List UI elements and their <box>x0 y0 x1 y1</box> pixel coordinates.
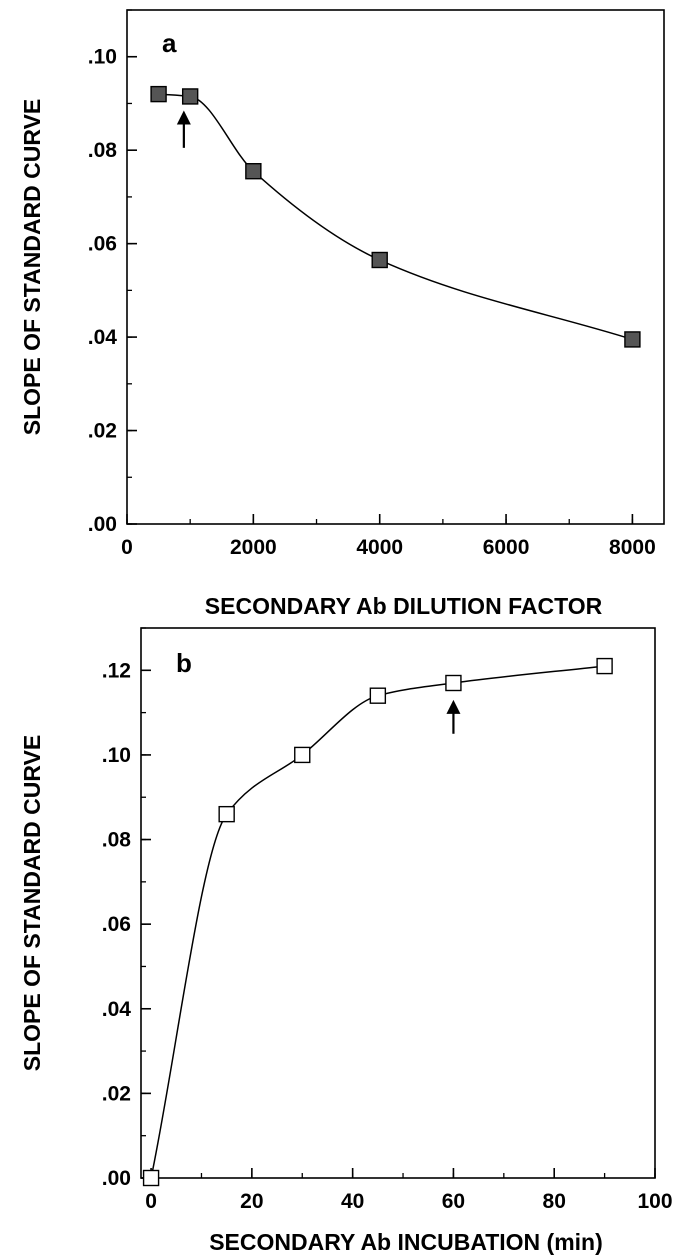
x-tick-label: 100 <box>637 1190 672 1213</box>
y-tick-label: .06 <box>88 233 117 256</box>
data-point <box>294 746 311 764</box>
x-tick-label: 40 <box>341 1190 364 1213</box>
y-tick-label: .10 <box>88 46 117 69</box>
x-tick-label: 4000 <box>356 536 403 559</box>
y-axis-title: SLOPE OF STANDARD CURVE <box>19 99 45 436</box>
data-point <box>624 331 641 348</box>
x-tick-label: 20 <box>240 1190 263 1213</box>
y-tick-label: .10 <box>102 744 131 767</box>
x-tick-label: 80 <box>543 1190 566 1213</box>
y-tick-label: .02 <box>88 420 117 443</box>
x-tick-label: 0 <box>145 1190 157 1213</box>
data-point <box>142 1169 160 1187</box>
data-point <box>218 805 235 823</box>
y-tick-label: .06 <box>102 913 131 936</box>
data-point <box>245 163 262 180</box>
y-tick-label: .08 <box>88 139 118 162</box>
x-axis-title: SECONDARY Ab DILUTION FACTOR <box>205 593 603 619</box>
series-line <box>150 665 605 1179</box>
x-tick-label: 6000 <box>483 536 530 559</box>
data-point <box>371 251 388 269</box>
series-line <box>158 93 633 341</box>
data-point <box>181 88 199 105</box>
y-tick-label: .02 <box>102 1082 131 1105</box>
panel-letter: b <box>176 648 192 678</box>
y-tick-label: .00 <box>88 513 117 536</box>
x-tick-label: 8000 <box>609 536 656 559</box>
x-axis-title: SECONDARY Ab INCUBATION (min) <box>209 1229 603 1255</box>
chart-panel-b: 0 20 40 60 80 100 .00 .02 .04 .06 .08 .10 .12 SECONDA… <box>19 627 673 1255</box>
x-tick-label: 0 <box>121 536 133 559</box>
y-tick-label: .04 <box>102 998 132 1021</box>
data-point <box>445 674 462 692</box>
x-tick-label: 60 <box>442 1190 465 1213</box>
chart-panel-a: 0 2000 4000 6000 8000 .00 .02 .04 .06 .08 .10 SECON… <box>19 9 665 619</box>
y-tick-label: .12 <box>102 659 131 682</box>
data-point <box>150 85 167 103</box>
plot-frame <box>140 627 656 1179</box>
panel-letter: a <box>162 28 177 58</box>
arrow-head <box>176 110 191 125</box>
data-point <box>596 657 613 675</box>
y-tick-label: .08 <box>102 829 132 852</box>
y-tick-label: .04 <box>88 326 118 349</box>
y-tick-label: .00 <box>102 1167 131 1190</box>
y-axis-title: SLOPE OF STANDARD CURVE <box>19 735 45 1072</box>
x-tick-label: 2000 <box>230 536 277 559</box>
plot-frame <box>126 9 665 525</box>
data-point <box>369 687 387 704</box>
arrow-head <box>446 699 461 714</box>
